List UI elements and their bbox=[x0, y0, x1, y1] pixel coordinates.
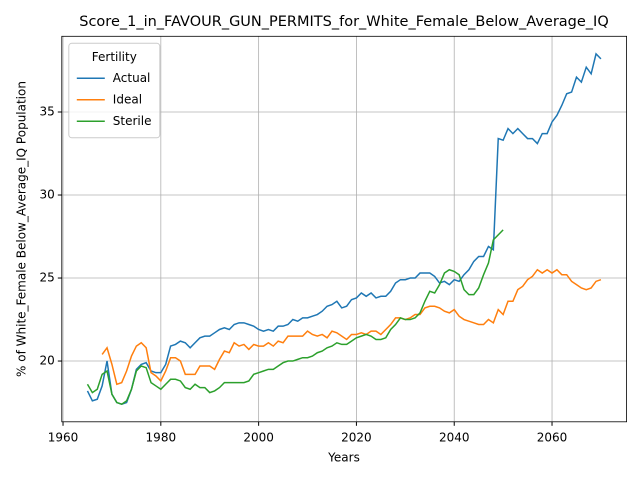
y-tick-label: 25 bbox=[40, 271, 55, 285]
x-tick-label: 1980 bbox=[146, 430, 177, 444]
x-axis-label: Years bbox=[327, 451, 360, 465]
legend-label: Sterile bbox=[113, 114, 152, 128]
x-tick-label: 2020 bbox=[341, 430, 372, 444]
data-line bbox=[101, 268, 602, 386]
chart-title: Score_1_in_FAVOUR_GUN_PERMITS_for_White_… bbox=[79, 14, 608, 30]
legend-label: Actual bbox=[113, 71, 151, 85]
x-tick-label: 2000 bbox=[243, 430, 274, 444]
legend-label: Ideal bbox=[113, 92, 142, 106]
plot-frame bbox=[61, 35, 627, 423]
data-line bbox=[86, 229, 504, 406]
y-tick-label: 30 bbox=[40, 188, 55, 202]
x-tick-label: 1960 bbox=[48, 430, 79, 444]
legend-box bbox=[68, 42, 161, 139]
y-axis-label: % of White_Female Below_Average_IQ Popul… bbox=[15, 81, 29, 377]
x-tick-label: 2040 bbox=[439, 430, 470, 444]
data-line bbox=[86, 52, 602, 405]
y-tick-label: 20 bbox=[40, 354, 55, 368]
y-tick-label: 35 bbox=[40, 105, 55, 119]
x-tick-label: 2060 bbox=[537, 430, 568, 444]
legend-title: Fertility bbox=[92, 50, 137, 64]
legend: Fertility Actual Ideal Sterile bbox=[68, 42, 161, 139]
